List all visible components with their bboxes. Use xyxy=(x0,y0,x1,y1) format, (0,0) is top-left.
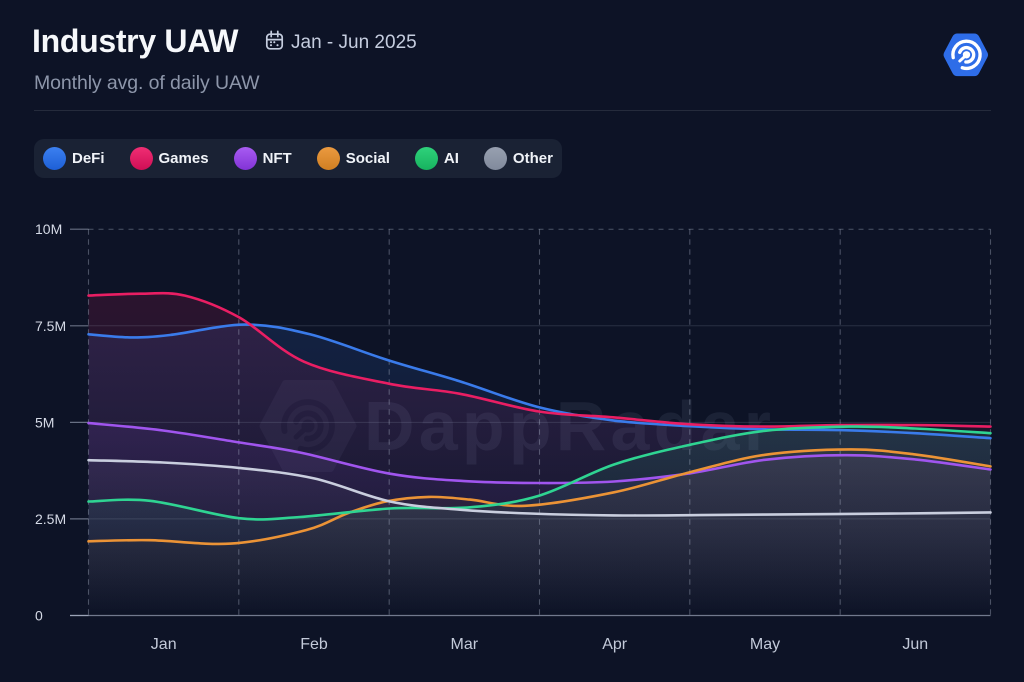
svg-text:Feb: Feb xyxy=(300,636,328,653)
svg-text:Apr: Apr xyxy=(602,636,628,653)
svg-text:5M: 5M xyxy=(35,414,54,430)
svg-text:0: 0 xyxy=(35,608,43,624)
svg-text:7.5M: 7.5M xyxy=(35,318,66,334)
svg-text:Mar: Mar xyxy=(451,636,479,653)
svg-text:Jun: Jun xyxy=(902,636,928,653)
svg-text:10M: 10M xyxy=(35,221,62,237)
svg-text:Jan: Jan xyxy=(151,636,177,653)
svg-text:2.5M: 2.5M xyxy=(35,511,66,527)
svg-text:May: May xyxy=(750,636,780,653)
